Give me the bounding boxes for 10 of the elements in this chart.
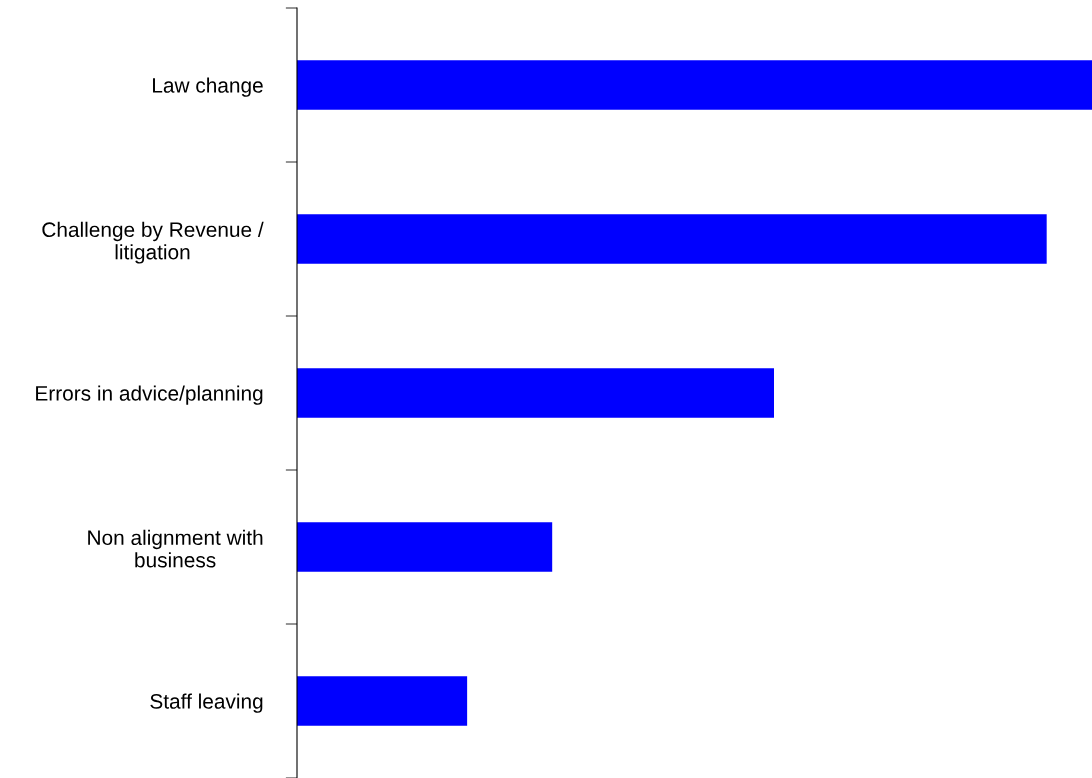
bar bbox=[297, 214, 1047, 264]
y-tick-label: Non alignment with business bbox=[88, 529, 263, 568]
bar bbox=[297, 522, 553, 572]
bar bbox=[297, 368, 774, 418]
bar bbox=[297, 676, 468, 726]
y-tick-label: Law change bbox=[153, 77, 263, 97]
y-tick-label: Errors in advice/planning bbox=[36, 385, 263, 405]
bar bbox=[297, 60, 1092, 110]
y-tick-label: Staff leaving bbox=[150, 693, 263, 713]
y-tick-label: Challenge by Revenue / litigation bbox=[42, 221, 264, 264]
